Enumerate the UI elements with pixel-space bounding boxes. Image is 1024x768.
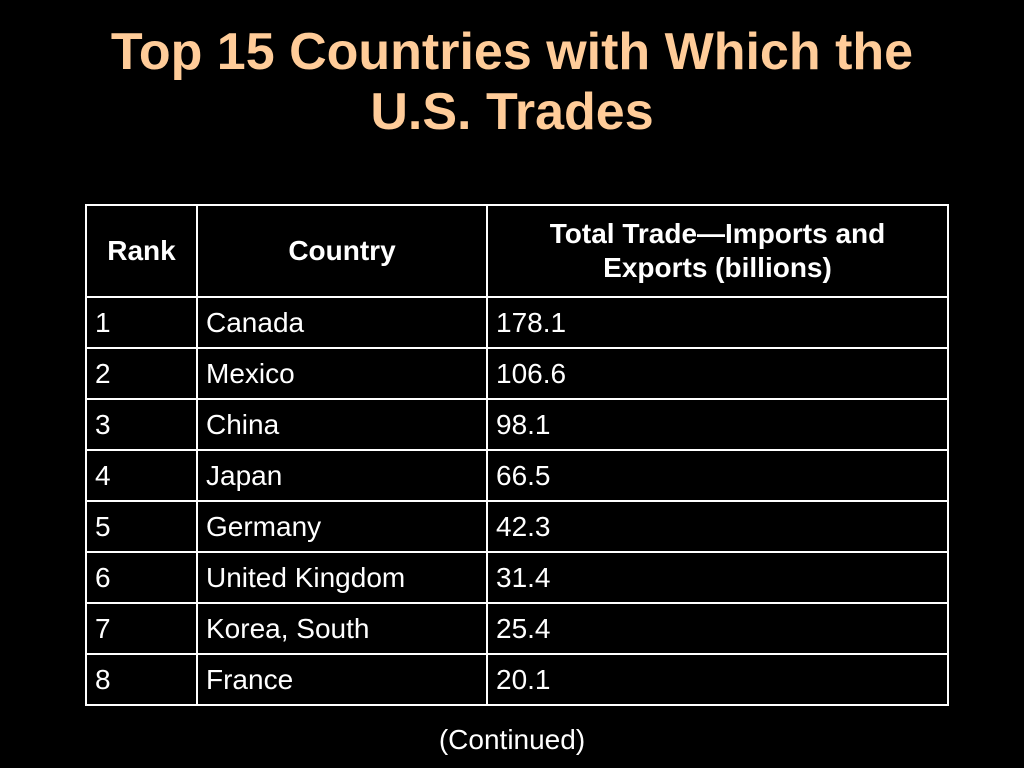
cell-total: 106.6 [486,347,949,400]
cell-rank: 6 [85,551,198,604]
header-total-trade: Total Trade—Imports and Exports (billion… [486,204,949,298]
trade-table: Rank Country Total Trade—Imports and Exp… [85,204,949,706]
cell-rank: 1 [85,296,198,349]
cell-total: 20.1 [486,653,949,706]
table-row: 7 Korea, South 25.4 [85,602,949,655]
cell-total: 25.4 [486,602,949,655]
cell-rank: 4 [85,449,198,502]
header-total-line-2: Exports (billions) [603,252,832,283]
header-country: Country [196,204,488,298]
cell-total: 66.5 [486,449,949,502]
cell-total: 178.1 [486,296,949,349]
cell-country: Germany [196,500,488,553]
table-row: 8 France 20.1 [85,653,949,706]
table-row: 4 Japan 66.5 [85,449,949,502]
cell-total: 31.4 [486,551,949,604]
slide-title: Top 15 Countries with Which the U.S. Tra… [0,22,1024,142]
cell-country: Canada [196,296,488,349]
cell-rank: 8 [85,653,198,706]
cell-country: Japan [196,449,488,502]
table-row: 3 China 98.1 [85,398,949,451]
cell-country: Mexico [196,347,488,400]
table-row: 5 Germany 42.3 [85,500,949,553]
slide-title-line-2: U.S. Trades [370,83,654,141]
cell-total: 98.1 [486,398,949,451]
cell-country: Korea, South [196,602,488,655]
header-rank: Rank [85,204,198,298]
table-row: 6 United Kingdom 31.4 [85,551,949,604]
cell-rank: 7 [85,602,198,655]
header-total-line-1: Total Trade—Imports and [549,218,886,249]
slide-title-line-1: Top 15 Countries with Which the [110,23,914,81]
cell-rank: 3 [85,398,198,451]
cell-country: United Kingdom [196,551,488,604]
table-row: 2 Mexico 106.6 [85,347,949,400]
table-row: 1 Canada 178.1 [85,296,949,349]
cell-country: China [196,398,488,451]
cell-rank: 5 [85,500,198,553]
table-header-row: Rank Country Total Trade—Imports and Exp… [85,204,949,298]
cell-country: France [196,653,488,706]
cell-total: 42.3 [486,500,949,553]
continued-note: (Continued) [438,724,586,755]
cell-rank: 2 [85,347,198,400]
